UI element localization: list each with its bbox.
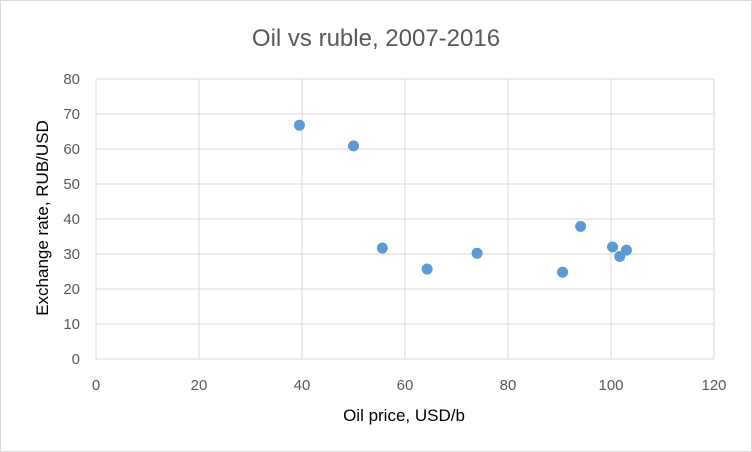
x-tick-label: 40	[294, 377, 311, 394]
x-tick-label: 100	[598, 377, 623, 394]
x-axis-label: Oil price, USD/b	[343, 406, 465, 425]
y-tick-label: 30	[63, 246, 80, 263]
x-tick-label: 80	[500, 377, 517, 394]
x-tick-label: 0	[92, 377, 100, 394]
data-point	[557, 266, 569, 278]
gridlines	[95, 78, 715, 360]
y-tick-label: 10	[63, 316, 80, 333]
x-tick-label: 60	[397, 377, 414, 394]
data-point	[421, 263, 433, 275]
data-point	[607, 241, 619, 253]
data-point	[575, 220, 587, 232]
y-tick-label: 0	[72, 351, 80, 368]
y-tick-labels: 0 10 20 30 40 50 60 70 80	[63, 71, 80, 368]
data-point	[376, 242, 388, 254]
data-point	[471, 247, 483, 259]
data-point	[620, 244, 632, 256]
y-tick-label: 40	[63, 211, 80, 228]
x-tick-label: 120	[701, 377, 726, 394]
y-tick-label: 50	[63, 176, 80, 193]
data-point	[348, 140, 359, 152]
chart-title: Oil vs ruble, 2007-2016	[252, 25, 500, 52]
x-tick-label: 20	[191, 377, 208, 394]
data-points	[293, 119, 632, 278]
y-axis-label: Exchange rate, RUB/USD	[33, 120, 52, 316]
y-tick-label: 20	[63, 281, 80, 298]
y-tick-label: 60	[63, 141, 80, 158]
y-tick-label: 80	[63, 71, 80, 88]
data-point	[293, 119, 305, 131]
x-tick-labels: 0 20 40 60 80 100 120	[92, 377, 727, 394]
y-tick-label: 70	[63, 106, 80, 123]
